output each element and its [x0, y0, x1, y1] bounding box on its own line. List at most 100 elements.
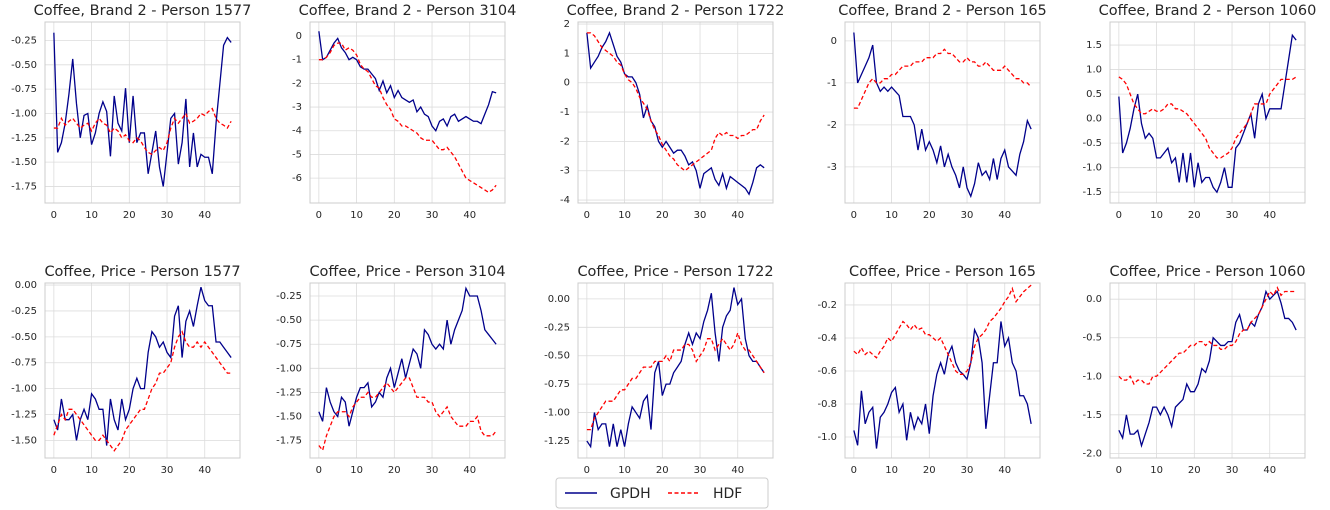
y-tick-label: -1.25 [11, 133, 37, 144]
subplot-title: Coffee, Price - Person 3104 [309, 264, 505, 280]
x-tick-label: 20 [923, 210, 936, 221]
y-tick-label: -4 [560, 195, 570, 206]
y-tick-label: -2 [827, 120, 837, 131]
x-tick-label: 0 [316, 210, 322, 221]
subplot: Coffee, Brand 2 - Person 3104 0 10 20 30 40 0 -… [292, 3, 516, 221]
x-tick-label: 40 [463, 210, 476, 221]
axes-frame [577, 21, 774, 204]
y-tick-label: -1.75 [276, 436, 302, 447]
y-tick-label: -0.25 [11, 306, 37, 317]
y-tick-label: 1.0 [1086, 65, 1102, 76]
x-tick-label: 0 [51, 465, 57, 476]
series-line [318, 286, 497, 427]
y-tick-label: -1.0 [1082, 371, 1102, 382]
x-tick-label: 0 [1116, 465, 1122, 476]
x-tick-label: 20 [388, 465, 401, 476]
x-tick-label: 40 [998, 465, 1011, 476]
subplot: Coffee, Brand 2 - Person 1577 0 10 20 30 40 -0… [11, 3, 251, 221]
x-tick-label: 40 [731, 210, 744, 221]
series-line [1118, 289, 1297, 449]
x-tick-label: 0 [1116, 210, 1122, 221]
subplot-title: Coffee, Price - Person 1060 [1109, 264, 1305, 280]
series-line [1118, 286, 1297, 386]
series-line [53, 107, 232, 156]
axes-frame [309, 282, 506, 459]
x-tick-label: 0 [584, 465, 590, 476]
y-tick-label: -1.50 [276, 412, 302, 423]
x-tick-label: 10 [1150, 210, 1163, 221]
y-tick-label: -0.50 [11, 60, 37, 71]
y-tick-label: -1 [560, 107, 570, 118]
legend-box [555, 477, 769, 509]
legend: GPDH HDF [555, 477, 769, 509]
x-tick-label: 40 [1263, 210, 1276, 221]
y-tick-label: -1.50 [11, 157, 37, 168]
y-tick-label: -0.75 [276, 339, 302, 350]
series-line [53, 286, 232, 446]
x-tick-label: 10 [618, 210, 631, 221]
y-tick-label: -0.5 [1082, 138, 1102, 149]
subplot-title: Coffee, Price - Person 165 [849, 264, 1036, 280]
series-line [853, 284, 1032, 375]
y-tick-label: 0.5 [1086, 89, 1102, 100]
y-tick-label: -1.50 [11, 435, 37, 446]
x-tick-label: 40 [463, 465, 476, 476]
series-line [53, 330, 232, 452]
x-tick-label: 20 [656, 465, 669, 476]
legend-label: GPDH [610, 486, 651, 502]
axes-frame [577, 282, 774, 459]
series-line [318, 31, 497, 133]
x-tick-label: 40 [1263, 465, 1276, 476]
y-tick-label: -0.25 [11, 35, 37, 46]
series-line [586, 287, 765, 449]
subplot-title: Coffee, Brand 2 - Person 1722 [567, 3, 785, 19]
x-tick-label: 0 [851, 465, 857, 476]
subplot-title: Coffee, Price - Person 1577 [44, 264, 240, 280]
x-tick-label: 30 [1226, 210, 1239, 221]
y-tick-label: 0.00 [548, 294, 570, 305]
y-tick-label: -1.5 [1082, 187, 1102, 198]
y-tick-label: -1.25 [276, 387, 302, 398]
x-tick-label: 10 [618, 465, 631, 476]
x-tick-label: 40 [998, 210, 1011, 221]
x-tick-label: 20 [388, 210, 401, 221]
series-line [1118, 33, 1297, 194]
x-tick-label: 0 [851, 210, 857, 221]
y-tick-label: -1.0 [1082, 163, 1102, 174]
subplot: Coffee, Price - Person 1577 0 10 20 30 40 0.00… [11, 264, 240, 476]
subplot: Coffee, Price - Person 3104 0 10 20 30 40 -0.2… [276, 264, 505, 476]
y-tick-label: -0.4 [817, 333, 837, 344]
y-tick-label: -0.5 [1082, 333, 1102, 344]
axes-frame [1109, 282, 1306, 459]
y-tick-label: -1 [827, 78, 837, 89]
y-tick-label: -1.00 [544, 408, 570, 419]
x-tick-label: 40 [731, 465, 744, 476]
series-line [53, 32, 232, 187]
y-tick-label: 0 [831, 36, 837, 47]
x-tick-label: 10 [350, 210, 363, 221]
subplot-title: Coffee, Brand 2 - Person 165 [838, 3, 1047, 19]
y-tick-label: -5 [292, 149, 302, 160]
axes-frame [844, 282, 1041, 459]
x-tick-label: 30 [694, 465, 707, 476]
y-tick-label: -6 [292, 173, 302, 184]
y-tick-label: 2 [564, 19, 570, 30]
x-tick-label: 30 [426, 210, 439, 221]
series-line [1118, 76, 1297, 159]
x-tick-label: 0 [584, 210, 590, 221]
x-tick-label: 30 [961, 465, 974, 476]
x-tick-label: 20 [1188, 465, 1201, 476]
y-tick-label: -0.6 [817, 366, 837, 377]
x-tick-label: 20 [123, 465, 136, 476]
y-tick-label: -0.75 [544, 379, 570, 390]
y-tick-label: 0 [296, 31, 302, 42]
y-tick-label: -0.2 [817, 300, 837, 311]
series-line [586, 330, 765, 431]
x-tick-label: 10 [85, 210, 98, 221]
series-line [853, 321, 1032, 449]
y-tick-label: -3 [292, 102, 302, 113]
series-line [586, 30, 765, 196]
axes-frame [44, 282, 241, 459]
y-tick-label: -3 [560, 166, 570, 177]
